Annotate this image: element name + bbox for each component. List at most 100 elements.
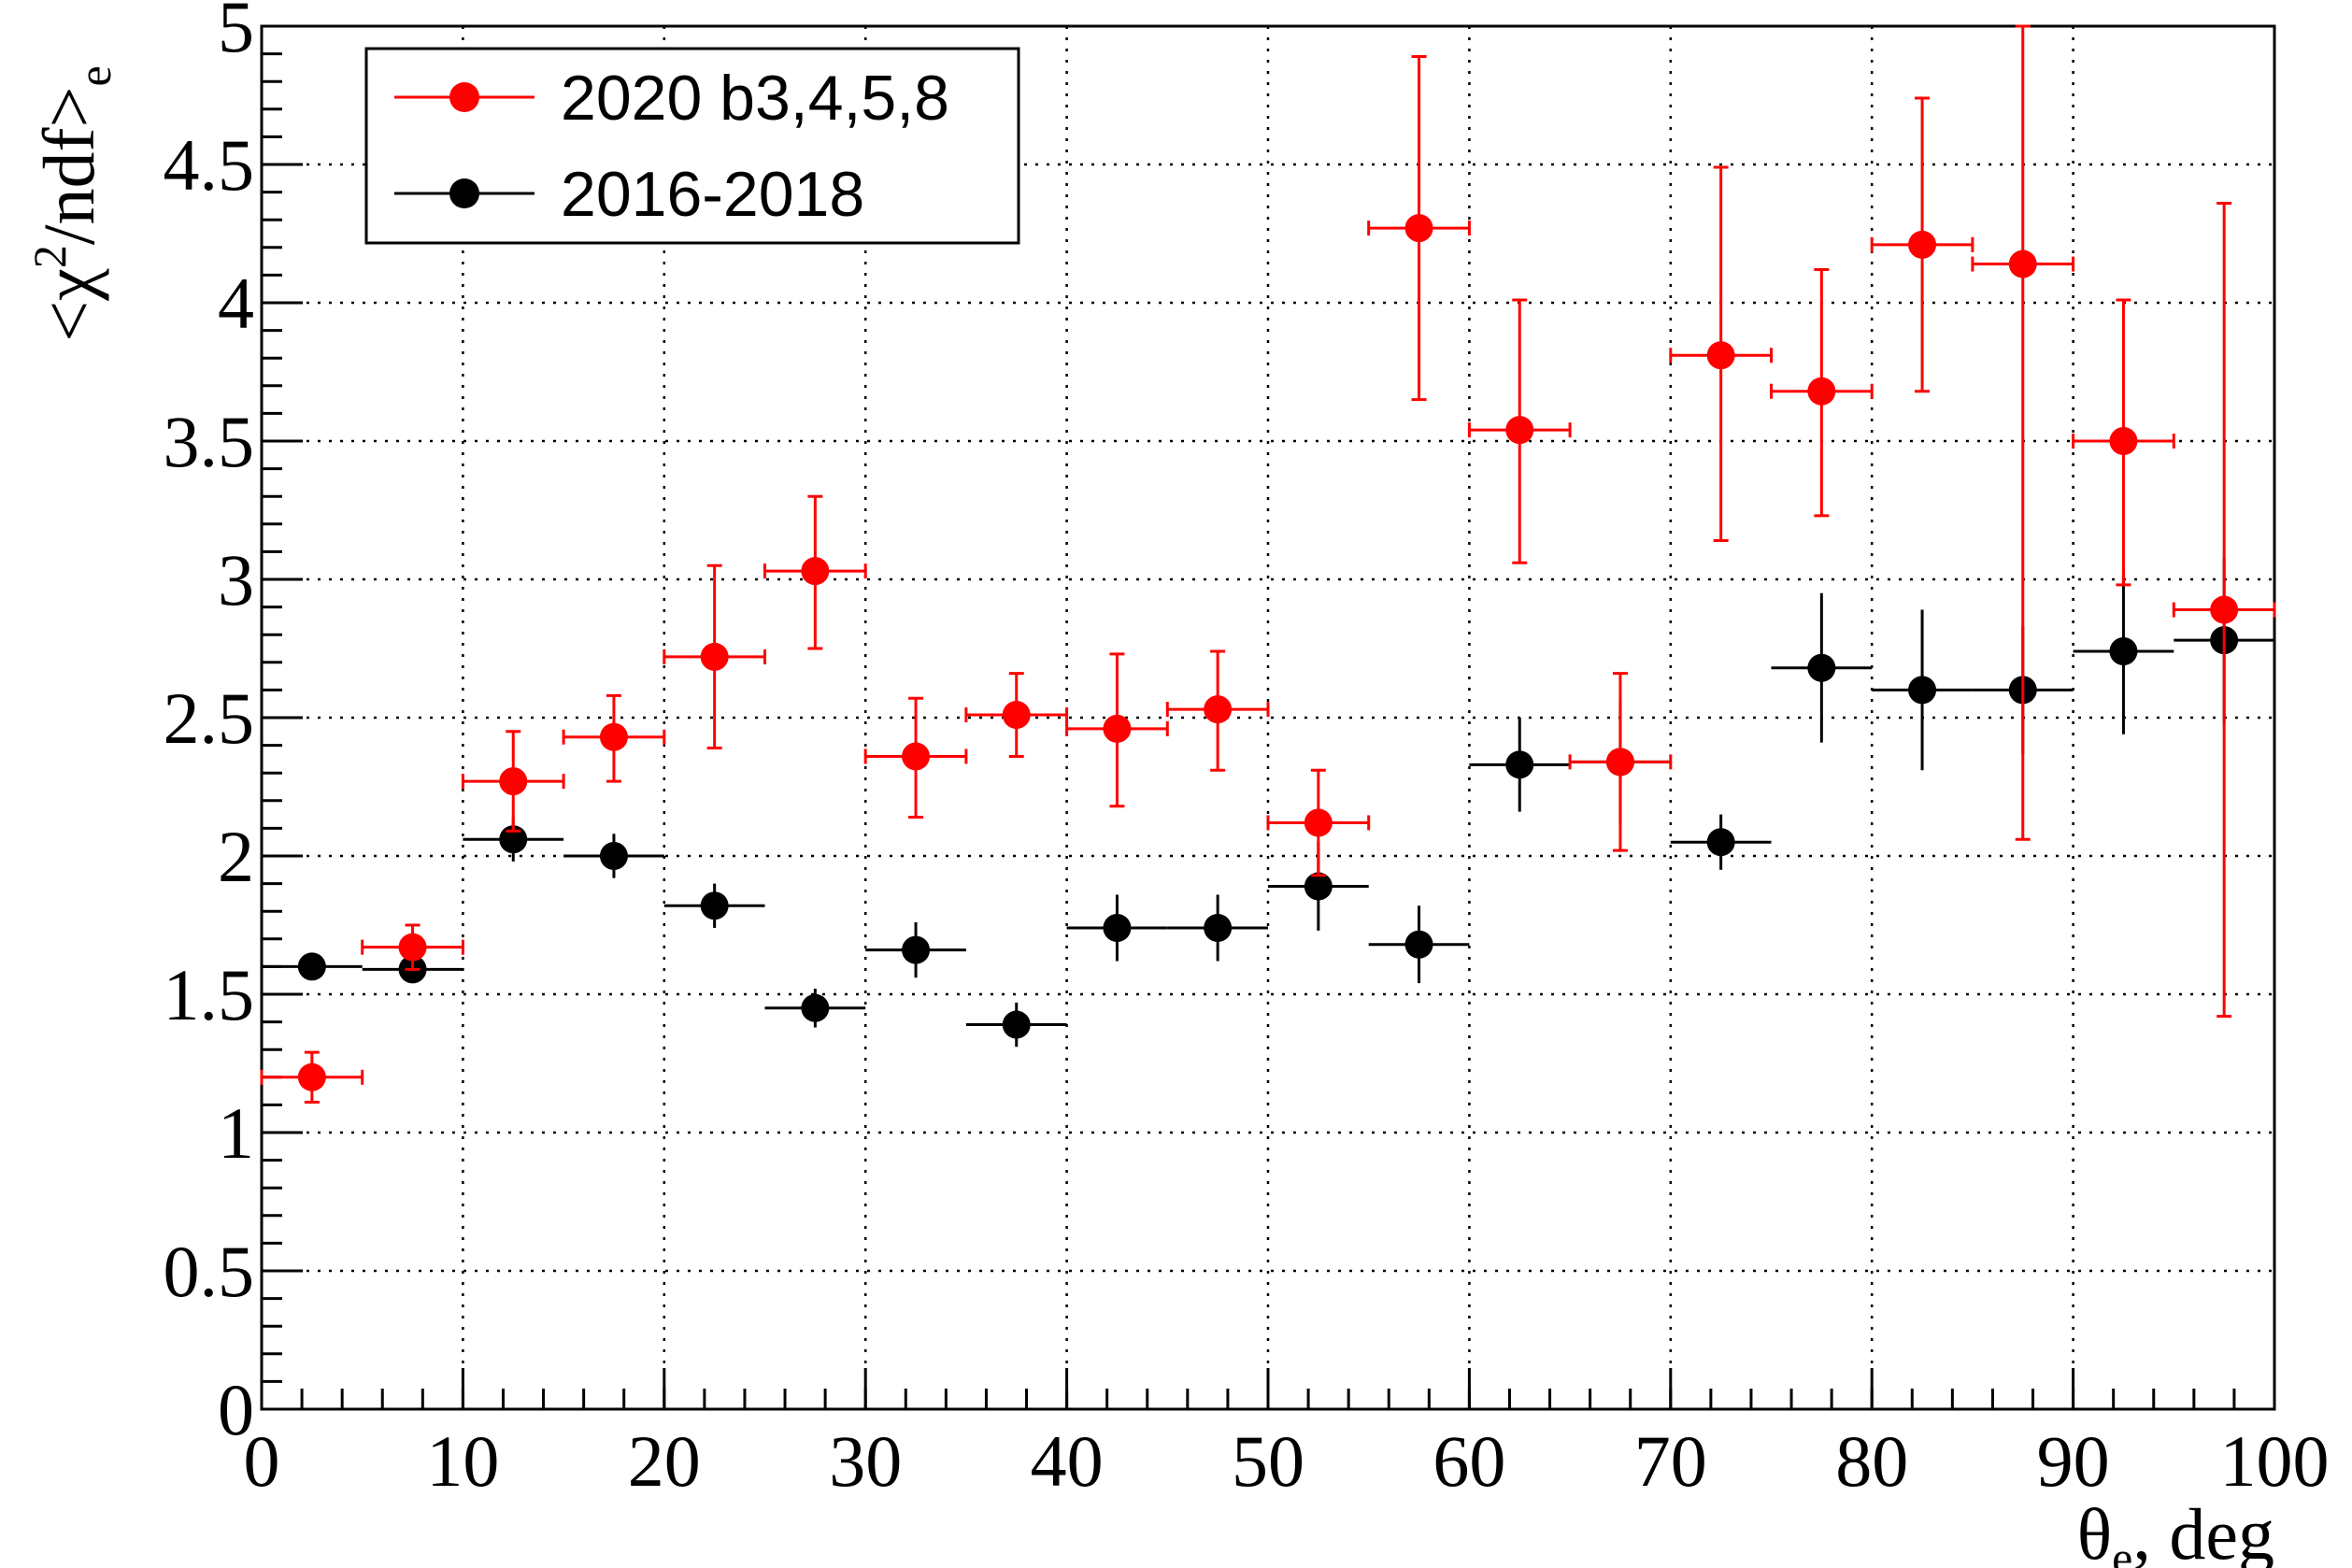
data-point: [1568, 672, 1673, 852]
y-tick-label: 1.5: [164, 954, 255, 1035]
data-marker: [1807, 377, 1836, 406]
data-point: [663, 883, 765, 928]
data-marker: [1304, 808, 1333, 837]
data-marker: [398, 933, 427, 962]
x-tick-label: 80: [1835, 1420, 1908, 1502]
y-axis-title-sub: e: [68, 65, 121, 86]
data-point: [1771, 592, 1873, 743]
legend-2016-label: 2016-2018: [561, 159, 864, 230]
legend-2020-marker: [449, 82, 479, 112]
data-point: [1167, 894, 1268, 962]
data-point: [461, 730, 565, 833]
data-marker: [1505, 750, 1534, 779]
legend-2016-marker: [449, 178, 479, 208]
data-point: [863, 696, 968, 820]
data-point: [1971, 24, 2075, 841]
y-tick-label: 3: [218, 539, 254, 620]
legend-entry-2020: 2020 b3,4,5,8: [394, 63, 949, 134]
data-marker: [902, 935, 931, 964]
data-marker: [1304, 872, 1333, 901]
y-tick-label: 0.5: [164, 1231, 255, 1312]
x-tick-label: 30: [829, 1420, 902, 1502]
x-axis-title-rest: , deg: [2132, 1493, 2274, 1568]
data-point: [764, 989, 866, 1028]
data-marker: [2008, 249, 2037, 278]
data-point: [2073, 568, 2174, 734]
x-axis-title: θe, deg: [2077, 1493, 2274, 1568]
data-point: [1368, 905, 1470, 984]
x-axis-title-sub: e: [2112, 1532, 2132, 1568]
y-tick-label: 4: [218, 263, 254, 344]
y-axis-title-pre: <χ: [28, 268, 109, 342]
data-marker: [1505, 416, 1534, 445]
x-axis-title-main: θ: [2077, 1493, 2112, 1568]
x-tick-label: 40: [1031, 1420, 1104, 1502]
data-point: [1367, 55, 1471, 402]
y-tick-label: 2.5: [164, 677, 255, 759]
data-point: [1066, 894, 1168, 962]
legend: 2020 b3,4,5,8 2016-2018: [364, 47, 1020, 245]
data-marker: [700, 642, 729, 671]
y-tick-label: 3.5: [164, 401, 255, 482]
data-marker: [297, 952, 326, 981]
data-point: [260, 1050, 364, 1104]
y-tick-label: 2: [218, 816, 254, 897]
data-point: [1669, 165, 1773, 543]
data-point: [965, 1002, 1067, 1048]
series-1: [262, 557, 2274, 1048]
x-tick-labels: 0 10 20 30 40 50 60 70 80 90 100: [244, 1420, 2330, 1502]
data-point: [865, 922, 966, 978]
data-marker: [2210, 595, 2239, 624]
data-point: [1870, 96, 1974, 393]
data-point: [763, 494, 867, 650]
data-marker: [1204, 695, 1233, 724]
data-marker: [1706, 828, 1735, 857]
legend-entry-2016-2018: 2016-2018: [394, 159, 864, 230]
data-marker: [1404, 930, 1433, 959]
data-point: [1165, 649, 1270, 772]
data-point: [1469, 718, 1571, 812]
y-tick-label: 4.5: [164, 124, 255, 206]
data-marker: [599, 842, 628, 870]
data-point: [562, 693, 666, 783]
legend-2020-label: 2020 b3,4,5,8: [561, 63, 949, 134]
x-tick-label: 90: [2037, 1420, 2110, 1502]
data-point: [1670, 814, 1772, 870]
data-marker: [1706, 341, 1735, 370]
data-point: [1266, 768, 1371, 877]
data-marker: [801, 557, 830, 586]
data-marker: [902, 742, 931, 771]
y-tick-label: 5: [218, 0, 254, 67]
data-marker: [1908, 230, 1937, 259]
data-marker: [1404, 214, 1433, 243]
x-tick-label: 0: [244, 1420, 280, 1502]
data-point: [1065, 652, 1169, 808]
data-marker: [599, 722, 628, 751]
y-tick-label: 0: [218, 1369, 254, 1450]
x-tick-label: 100: [2220, 1420, 2330, 1502]
data-marker: [1908, 676, 1937, 705]
data-marker: [297, 1062, 326, 1091]
x-tick-label: 10: [426, 1420, 499, 1502]
plot-frame: [260, 24, 2276, 1411]
x-tick-label: 60: [1433, 1420, 1505, 1502]
y-axis-title-mid: /ndf>: [28, 86, 109, 245]
data-series: [260, 24, 2276, 1104]
data-point: [361, 923, 464, 971]
data-marker: [700, 891, 729, 920]
data-point: [563, 834, 664, 878]
data-marker: [499, 767, 528, 796]
data-point: [2172, 201, 2276, 1019]
data-marker: [1002, 701, 1031, 730]
y-axis-title-sup: 2: [23, 245, 76, 268]
data-marker: [1807, 653, 1836, 682]
data-point: [262, 952, 363, 981]
y-axis-title: <χ2/ndf>e: [23, 65, 121, 341]
data-marker: [1103, 714, 1132, 743]
data-marker: [1103, 913, 1132, 942]
data-point: [663, 563, 766, 750]
x-tick-label: 20: [628, 1420, 701, 1502]
data-marker: [2109, 427, 2138, 455]
data-point: [1872, 609, 1973, 771]
